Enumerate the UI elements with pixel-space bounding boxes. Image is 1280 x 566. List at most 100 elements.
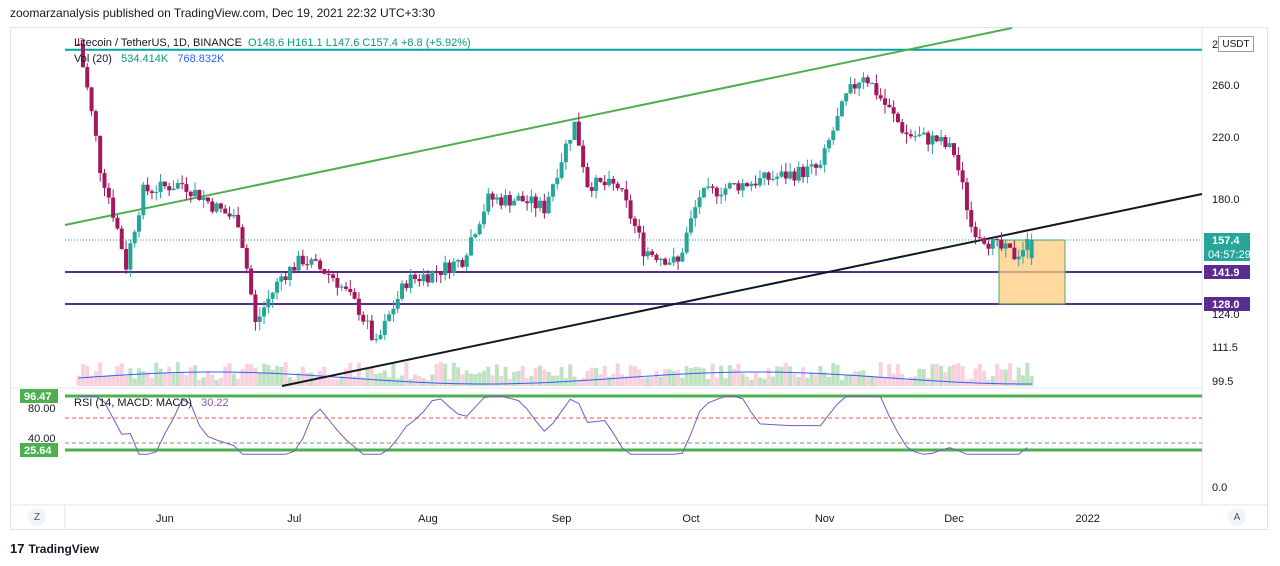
candle: [481, 211, 486, 225]
volume-bar: [158, 368, 163, 386]
volume-bar: [913, 376, 918, 386]
volume-bar: [783, 362, 788, 386]
candle: [801, 166, 806, 178]
volume-bar: [589, 367, 594, 386]
volume-bar: [555, 375, 560, 386]
volume-bar: [792, 373, 797, 386]
volume-bar: [995, 363, 1000, 386]
candle: [641, 232, 646, 257]
candle: [1008, 243, 1013, 248]
candle: [990, 238, 995, 249]
candle: [490, 193, 495, 200]
time-label: Dec: [944, 513, 964, 525]
volume-bar: [361, 377, 366, 386]
volume-bar: [654, 371, 659, 386]
volume-bar: [1008, 363, 1013, 386]
volume-bar: [766, 368, 771, 386]
trendline: [281, 193, 1203, 387]
volume-bar: [512, 371, 517, 386]
candle: [607, 178, 612, 186]
volume-bar: [365, 367, 370, 386]
price-tick-label: 180.0: [1212, 194, 1240, 206]
candle: [348, 288, 353, 293]
volume-bar: [632, 366, 637, 386]
candle: [236, 214, 241, 228]
footer-brand[interactable]: 17 TradingView: [10, 541, 99, 556]
volume-bar: [839, 379, 844, 386]
candle: [184, 184, 189, 192]
candle: [1012, 247, 1017, 260]
candle: [309, 259, 314, 265]
volume-bar: [611, 373, 616, 386]
volume-bar: [693, 367, 698, 386]
volume-bar: [727, 365, 732, 386]
candle: [257, 316, 262, 322]
candle: [632, 218, 637, 226]
rsi-badge: [20, 389, 58, 403]
volume-bar: [417, 376, 422, 386]
currency-selector[interactable]: USDT: [1218, 36, 1254, 52]
candle: [637, 225, 642, 233]
volume-bar: [990, 376, 995, 386]
price-badge-label: 128.0: [1212, 299, 1240, 311]
volume-bar: [1016, 367, 1021, 386]
volume-bar: [193, 365, 198, 386]
candle: [240, 227, 245, 248]
price-badge: [1204, 265, 1250, 279]
volume-bar: [136, 368, 141, 386]
volume-bar: [132, 378, 137, 386]
rsi-tick-label: 40.00: [28, 433, 56, 445]
volume-bar: [111, 375, 116, 386]
legend-rsi-label[interactable]: RSI (14, MACD: MACD): [74, 397, 192, 409]
volume-bar: [369, 367, 374, 386]
candle: [676, 256, 681, 262]
candle: [839, 101, 844, 117]
candle: [102, 173, 107, 188]
candle: [602, 181, 607, 186]
candle: [214, 203, 219, 212]
volume-bar: [550, 375, 555, 386]
volume-bar: [348, 362, 353, 386]
volume-bar: [740, 373, 745, 386]
candle: [779, 171, 784, 177]
candle: [822, 148, 827, 165]
candle: [494, 197, 499, 200]
volume-bar: [848, 374, 853, 386]
candle: [279, 276, 284, 282]
time-label: Jun: [156, 513, 174, 525]
time-label: 2022: [1075, 513, 1099, 525]
candle: [76, 43, 81, 45]
candle: [141, 184, 146, 216]
candle: [723, 188, 728, 195]
volume-bar: [412, 374, 417, 386]
legend-volume-row: Vol (20) 534.414K 768.832K: [74, 53, 224, 65]
auto-scale-button[interactable]: A: [1228, 508, 1246, 526]
volume-bar: [171, 373, 176, 386]
legend-symbol[interactable]: Litecoin / TetherUS, 1D, BINANCE: [74, 37, 242, 49]
candle: [326, 273, 331, 275]
volume-bar: [762, 378, 767, 386]
volume-bar: [257, 372, 262, 386]
volume-bar: [240, 369, 245, 386]
candle: [158, 181, 163, 192]
price-tick-label: 99.5: [1212, 376, 1233, 388]
rsi-badge: [20, 443, 58, 457]
candle: [930, 135, 935, 145]
volume-bar: [917, 368, 922, 386]
candle: [430, 271, 435, 283]
zoom-reset-button[interactable]: Z: [28, 508, 46, 526]
volume-bar: [585, 371, 590, 386]
volume-bar: [469, 373, 474, 386]
volume-bar: [801, 367, 806, 386]
candle: [831, 130, 836, 141]
candle: [425, 274, 430, 283]
candle: [852, 84, 857, 89]
volume-bar: [710, 363, 715, 386]
legend-vol-label[interactable]: Vol (20): [74, 53, 112, 65]
volume-bar: [533, 367, 538, 386]
candle: [546, 196, 551, 214]
volume-bar: [149, 377, 154, 386]
candle: [249, 268, 254, 295]
candle: [292, 266, 297, 271]
